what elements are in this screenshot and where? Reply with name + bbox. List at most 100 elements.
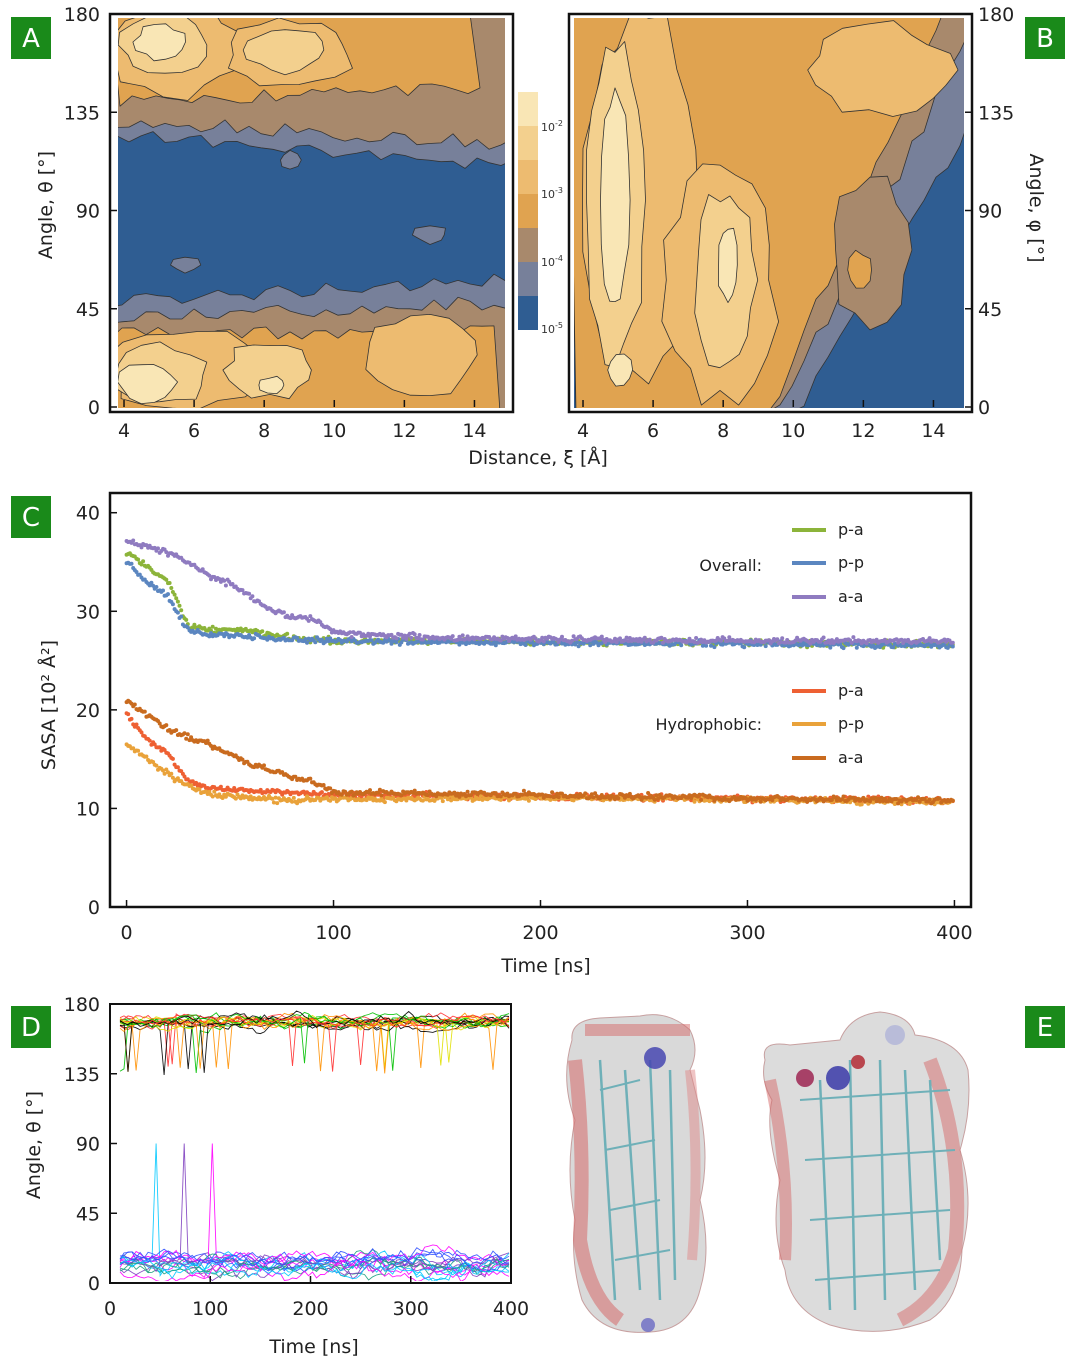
data-point — [209, 743, 213, 748]
data-point — [540, 792, 545, 797]
heatmap-shared-xlabel: Distance, ξ [Å] — [468, 446, 608, 469]
data-point — [624, 635, 629, 640]
data-point — [747, 642, 752, 647]
data-point — [139, 730, 144, 735]
data-point — [175, 610, 180, 615]
data-point — [927, 797, 932, 802]
data-point — [255, 628, 260, 633]
colorbar-tick-4-base: 10 — [541, 323, 555, 336]
data-point — [627, 791, 632, 796]
data-point — [849, 640, 854, 645]
series-1-p-p — [124, 560, 955, 651]
molecule-surface-left — [566, 1014, 707, 1333]
data-point — [144, 754, 149, 759]
heatmap-b-ylabel: Angle, φ [°] — [1025, 153, 1047, 262]
data-point — [937, 796, 942, 801]
x-tick-label-4: 400 — [936, 922, 972, 944]
contour-region-7 — [132, 23, 186, 62]
data-point — [262, 763, 266, 768]
y-tick-label-3: 135 — [64, 102, 100, 124]
sasa-plot-xlabel: Time [ns] — [500, 955, 590, 977]
data-point — [576, 644, 581, 649]
data-point — [833, 795, 838, 800]
data-point — [478, 793, 483, 798]
data-point — [369, 638, 374, 643]
x-tick-label-5: 14 — [462, 420, 486, 442]
data-point — [157, 721, 162, 726]
legend-label-overall-pa: p-a — [838, 520, 864, 539]
panel-label-e: E — [1025, 1006, 1065, 1048]
contour-region-15 — [118, 364, 178, 404]
data-point — [851, 635, 856, 640]
colorbar-segment-6 — [518, 296, 538, 330]
data-point — [154, 585, 159, 589]
data-point — [654, 793, 659, 798]
data-point — [303, 637, 308, 642]
y-tick-label-1: 10 — [76, 798, 100, 820]
contour-region-17 — [280, 150, 302, 170]
x-tick-label-0: 0 — [121, 922, 133, 944]
x-tick-label-1: 6 — [647, 420, 659, 442]
panel-label-d-text: D — [21, 1013, 41, 1043]
data-point — [147, 738, 152, 743]
contour-region-12 — [847, 249, 872, 289]
data-point — [222, 578, 227, 583]
data-point — [560, 634, 564, 639]
sasa-plot-ylabel: SASA [10² Å²] — [37, 640, 60, 770]
data-point — [464, 794, 468, 799]
legend-group-hydrophobic-title: Hydrophobic: — [655, 715, 762, 734]
legend-group-overall-title: Overall: — [699, 556, 762, 575]
x-tick-label-0: 4 — [118, 420, 130, 442]
data-point — [149, 580, 154, 585]
data-point — [247, 591, 252, 596]
x-tick-label-0: 0 — [104, 1298, 116, 1320]
data-point — [205, 738, 210, 743]
sasa-legend: Overall: Hydrophobic: p-a p-p a-a p-a p-… — [655, 520, 864, 767]
contour-region-19 — [170, 256, 202, 274]
colorbar-tick-3-base: 10 — [541, 256, 555, 269]
data-point — [348, 630, 353, 635]
data-point — [166, 770, 170, 775]
data-point — [440, 799, 445, 804]
colorbar-tick-1-exp: -2 — [555, 119, 563, 128]
panel-label-c-text: C — [22, 503, 40, 533]
data-point — [613, 636, 617, 641]
data-point — [169, 586, 174, 590]
colorbar-segment-2 — [518, 160, 538, 194]
data-point — [879, 795, 884, 800]
panel-e-molecule-render-icon — [566, 1011, 970, 1333]
data-point — [151, 583, 156, 588]
data-point — [732, 794, 737, 799]
x-tick-label-3: 10 — [322, 420, 346, 442]
panel-label-b: B — [1025, 17, 1065, 59]
data-point — [238, 796, 243, 801]
data-point — [699, 797, 704, 802]
data-point — [407, 631, 412, 636]
data-point — [170, 775, 175, 780]
data-point — [291, 795, 296, 800]
panel-b: 4 6 8 10 12 14 0 45 90 135 180 Angle, φ [°] — [567, 4, 1047, 442]
data-point — [859, 802, 864, 807]
colorbar-segment-0 — [518, 92, 538, 126]
data-point — [472, 797, 477, 802]
data-point — [599, 634, 604, 639]
data-point — [321, 783, 326, 787]
data-point — [727, 635, 732, 640]
heatmap-b-contours — [574, 18, 966, 408]
data-point — [333, 796, 338, 801]
data-point — [763, 644, 768, 649]
data-point — [164, 550, 169, 555]
data-point — [821, 635, 826, 640]
data-point — [800, 643, 805, 648]
data-point — [520, 792, 525, 797]
data-point — [126, 712, 131, 717]
trajectory-21 — [119, 1244, 510, 1272]
data-point — [661, 640, 665, 645]
data-point — [416, 636, 420, 640]
data-point — [493, 643, 498, 648]
data-point — [439, 795, 444, 800]
data-point — [399, 640, 404, 645]
data-point — [167, 581, 172, 585]
data-point — [548, 794, 553, 799]
